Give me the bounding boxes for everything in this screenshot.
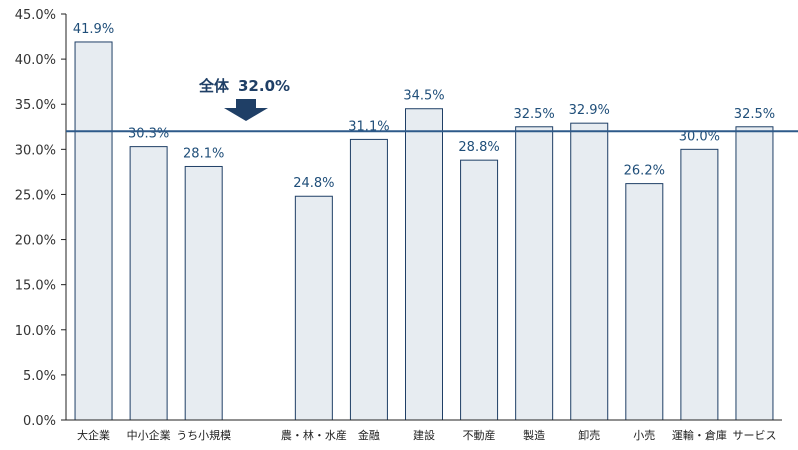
- bar: [680, 148, 719, 421]
- bar: [349, 138, 388, 421]
- down-arrow-icon: [224, 99, 268, 121]
- bar: [129, 146, 168, 421]
- overall-label-value: 32.0%: [238, 77, 290, 95]
- data-label: 28.1%: [183, 146, 224, 161]
- data-label: 26.2%: [624, 164, 665, 179]
- y-tick-label: 0.0%: [23, 414, 56, 429]
- bar: [460, 159, 499, 421]
- y-axis-ticks: 0.0% 5.0% 10.0% 15.0% 20.0% 25.0% 30.0% 35.0% 40…: [15, 8, 66, 429]
- bar: [294, 195, 333, 421]
- y-tick-label: 45.0%: [15, 8, 56, 23]
- data-label: 32.9%: [569, 103, 610, 118]
- bar: [625, 183, 664, 421]
- bar: [74, 41, 113, 421]
- bar: [515, 126, 554, 421]
- y-tick-label: 10.0%: [15, 324, 56, 339]
- bar: [570, 122, 609, 421]
- category-label: 卸売: [578, 428, 600, 442]
- category-label: うち小規模: [176, 428, 231, 442]
- y-tick-label: 25.0%: [15, 188, 56, 203]
- x-axis-labels: 大企業 中小企業 うち小規模 農・林・水産 金融 建設 不動産 製造 卸売 小売 運輸・倉庫 サービス: [77, 428, 776, 442]
- y-tick-label: 40.0%: [15, 53, 56, 68]
- category-label: 中小企業: [127, 428, 171, 442]
- data-label: 28.8%: [458, 140, 499, 155]
- y-tick-label: 30.0%: [15, 143, 56, 158]
- data-label: 30.3%: [128, 127, 169, 142]
- y-tick-label: 20.0%: [15, 234, 56, 249]
- overall-average-callout: 全体 32.0%: [198, 77, 290, 121]
- y-tick-label: 35.0%: [15, 98, 56, 113]
- data-label: 32.5%: [734, 107, 775, 122]
- data-label: 32.5%: [513, 107, 554, 122]
- category-label: 運輸・倉庫: [672, 428, 727, 442]
- data-label: 41.9%: [73, 22, 114, 37]
- data-label: 30.0%: [679, 129, 720, 144]
- category-label: 不動産: [463, 428, 496, 442]
- overall-label-prefix: 全体: [198, 77, 230, 95]
- data-label: 24.8%: [293, 176, 334, 191]
- category-label: 製造: [523, 428, 545, 442]
- category-label: 金融: [358, 428, 380, 442]
- y-tick-label: 15.0%: [15, 279, 56, 294]
- category-label: 農・林・水産: [281, 428, 347, 442]
- bar: [405, 108, 443, 421]
- bar: [735, 126, 774, 421]
- category-label: 建設: [413, 428, 435, 442]
- category-label: 大企業: [77, 428, 110, 442]
- bar: [184, 165, 223, 421]
- data-label: 34.5%: [403, 89, 444, 104]
- y-tick-label: 5.0%: [23, 369, 56, 384]
- category-label: 小売: [633, 429, 655, 442]
- category-label: サービス: [732, 429, 776, 442]
